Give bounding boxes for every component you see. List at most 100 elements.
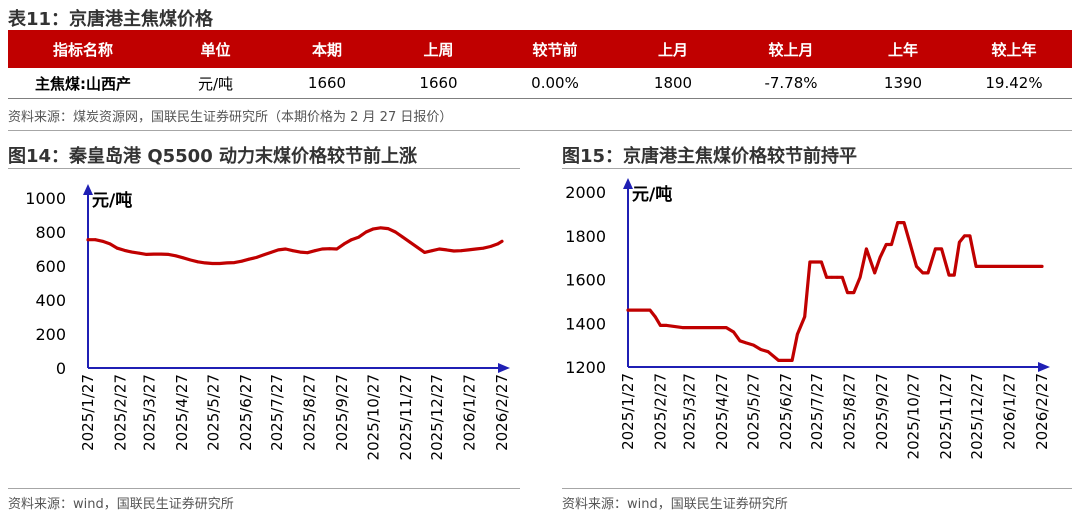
data-point: [974, 265, 978, 268]
y-tick-label: 2000: [565, 183, 606, 202]
data-point: [130, 250, 134, 254]
data-point: [934, 247, 937, 251]
table-cell: 19.42%: [956, 68, 1072, 99]
fig14-chart: 0 200 400 600 800 1000 元/吨 2025/1/27 2025/2/27 20…: [25, 184, 511, 460]
data-point: [115, 246, 119, 250]
data-point: [803, 315, 807, 319]
data-point: [269, 251, 273, 254]
data-point: [145, 253, 148, 256]
data-point: [825, 275, 828, 279]
data-point: [500, 239, 504, 243]
data-point: [167, 253, 170, 256]
data-point: [759, 348, 763, 351]
table-cell: -7.78%: [732, 68, 850, 99]
data-point: [713, 326, 717, 329]
data-point: [738, 339, 742, 343]
y-axis-arrow: [623, 178, 633, 189]
table-cell: 1660: [381, 68, 496, 99]
data-point: [718, 326, 722, 329]
data-point: [744, 341, 748, 345]
x-tick-label: 2025/4/27: [713, 373, 731, 450]
data-point: [189, 258, 192, 262]
data-point: [291, 249, 295, 253]
fig14-title: 图14：秦皇岛港 Q5500 动力末煤价格较节前上涨: [8, 146, 417, 167]
data-point: [1003, 265, 1006, 268]
data-point: [496, 242, 500, 246]
y-tick-label: 800: [35, 223, 66, 242]
y-unit-label: 元/吨: [92, 190, 132, 211]
data-point: [840, 275, 844, 279]
data-point: [372, 227, 375, 231]
x-tick-label: 2025/3/27: [141, 374, 159, 451]
table-cell: 1800: [614, 68, 732, 99]
x-tick-label: 2025/12/27: [428, 374, 446, 460]
data-point: [980, 265, 983, 268]
table-cell: 1660: [273, 68, 381, 99]
x-tick-label: 2025/7/27: [808, 373, 826, 450]
data-point: [708, 326, 711, 329]
table-header-row: 指标名称 单位 本期 上周 较节前 上月 较上月 上年 较上年: [8, 30, 1072, 68]
data-point: [952, 273, 956, 277]
data-point: [408, 240, 412, 244]
divider: [8, 168, 520, 169]
data-point: [846, 291, 849, 294]
x-tick-label: 2025/2/27: [651, 373, 669, 450]
data-point: [174, 254, 178, 258]
data-point: [159, 252, 163, 256]
data-point: [86, 238, 90, 242]
x-tick-label: 2025/4/27: [173, 374, 191, 451]
data-point: [865, 247, 868, 251]
data-point: [908, 243, 912, 246]
table-cell: 主焦煤:山西产: [8, 68, 158, 99]
x-tick-label: 2026/1/27: [461, 374, 479, 451]
data-point: [357, 235, 361, 239]
header-cell: 较节前: [496, 30, 614, 68]
data-point: [379, 226, 383, 230]
data-point: [732, 330, 735, 334]
data-point: [796, 332, 799, 336]
price-table: 指标名称 单位 本期 上周 较节前 上月 较上月 上年 较上年 主焦煤:山西产 …: [8, 30, 1072, 99]
header-cell: 指标名称: [8, 30, 158, 68]
y-axis-arrow: [83, 184, 93, 195]
header-cell: 上月: [614, 30, 732, 68]
data-point: [452, 249, 456, 253]
y-tick-label: 1800: [565, 227, 606, 246]
y-tick-label: 1200: [565, 358, 606, 377]
table-cell: 1390: [850, 68, 956, 99]
x-tick-label: 2025/10/27: [364, 374, 382, 460]
table-source-note: 资料来源：煤炭资源网，国联民生证券研究所（本期价格为 2 月 27 日报价）: [8, 110, 453, 125]
x-tick-label: 2025/8/27: [841, 373, 859, 450]
data-point: [998, 265, 1002, 268]
data-point: [196, 260, 200, 264]
y-tick-label: 400: [35, 291, 66, 310]
x-tick-label: 2025/2/27: [111, 374, 129, 451]
data-point: [808, 260, 812, 264]
data-point: [820, 260, 823, 264]
data-point: [481, 246, 485, 250]
data-point: [873, 271, 877, 275]
header-cell: 上年: [850, 30, 956, 68]
x-tick-label: 2025/11/27: [397, 374, 415, 460]
x-tick-label: 2025/9/27: [333, 374, 351, 451]
data-point: [328, 247, 331, 251]
data-point: [181, 256, 185, 260]
data-point: [306, 251, 309, 255]
data-point: [702, 326, 706, 329]
x-tick-label: 2026/2/27: [493, 374, 511, 451]
x-tick-label: 2025/12/27: [968, 373, 986, 459]
x-tick-label: 2025/11/27: [937, 373, 955, 459]
table-cell: 0.00%: [496, 68, 614, 99]
data-point: [262, 253, 265, 257]
header-cell: 较上月: [732, 30, 850, 68]
data-point: [474, 247, 478, 251]
divider: [562, 488, 1072, 489]
data-point: [459, 249, 463, 253]
data-point: [364, 230, 368, 234]
data-point: [659, 324, 662, 327]
data-point: [681, 326, 684, 329]
x-axis-arrow: [1038, 362, 1050, 372]
data-point: [852, 291, 856, 294]
data-point: [992, 265, 996, 268]
data-point: [968, 234, 972, 238]
data-point: [320, 247, 324, 251]
